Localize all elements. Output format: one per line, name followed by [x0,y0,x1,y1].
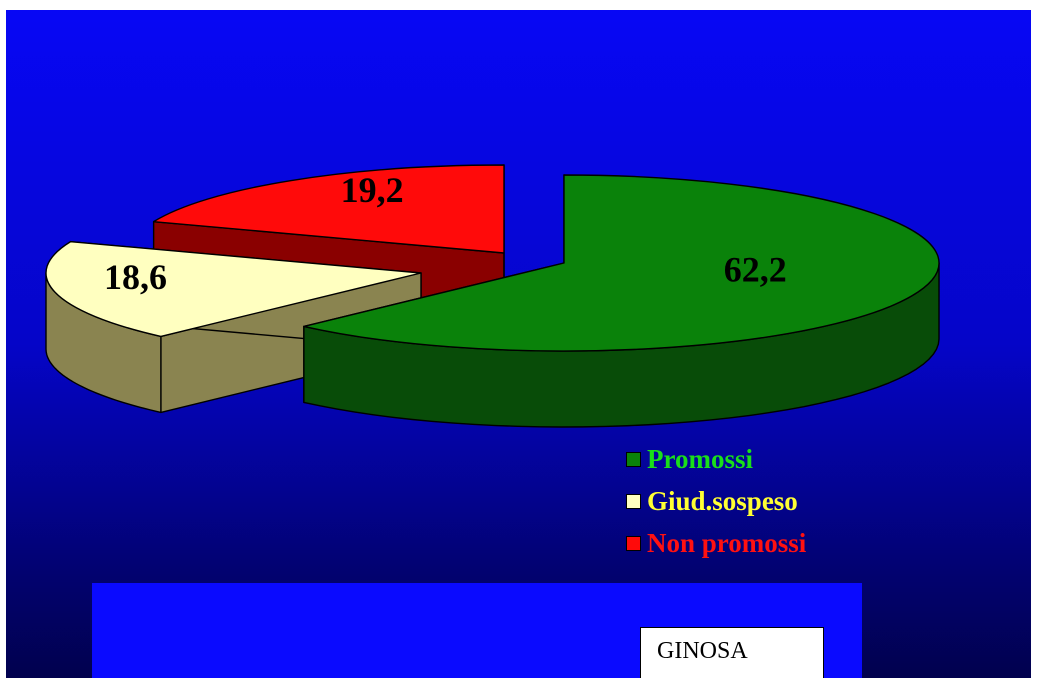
pie-chart: 62,2 18,6 19,2 [45,164,940,428]
legend-label-giud-sospeso: Giud.sospeso [647,486,798,516]
chart-legend: Promossi Giud.sospeso Non promossi [626,438,806,564]
legend-swatch-non-promossi [626,535,641,551]
legend-item-promossi: Promossi [626,438,806,480]
legend-label-promossi: Promossi [647,444,753,474]
slide-background: 62,2 18,6 19,2 Promossi Giud.sospeso Non p… [6,10,1031,678]
data-label-non-promossi: 19,2 [341,170,404,210]
pie-slice-giud-sospeso [45,240,422,414]
data-label-promossi: 62,2 [724,250,787,290]
legend-item-non-promossi: Non promossi [626,522,806,564]
pie-slice-promossi [303,174,940,428]
data-label-giud-sospeso: 18,6 [104,257,167,297]
legend-item-giud-sospeso: Giud.sospeso [626,480,806,522]
legend-swatch-giud-sospeso [626,493,641,509]
location-label: GINOSA [640,627,824,678]
legend-label-non-promossi: Non promossi [647,528,807,558]
legend-swatch-promossi [626,451,641,467]
